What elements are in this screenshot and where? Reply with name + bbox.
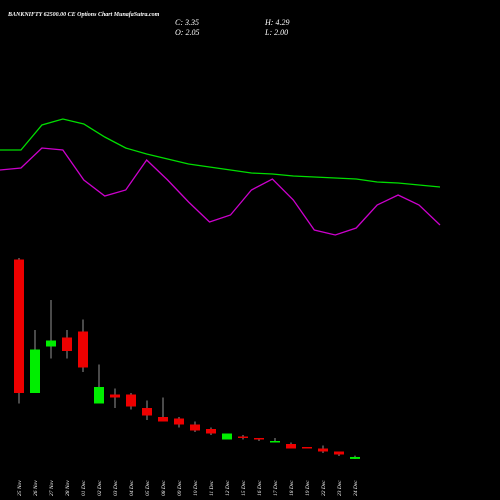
candle-body — [142, 408, 152, 416]
x-tick-label: 26 Nov — [33, 480, 39, 496]
x-tick-label: 25 Nov — [17, 480, 23, 496]
candle-body — [62, 337, 72, 351]
candle-body — [286, 444, 296, 449]
candle-body — [238, 436, 248, 438]
x-tick-label: 11 Dec — [209, 480, 215, 496]
x-tick-label: 08 Dec — [161, 480, 167, 496]
x-tick-label: 23 Dec — [337, 480, 343, 496]
x-tick-label: 17 Dec — [273, 480, 279, 496]
x-tick-label: 04 Dec — [128, 480, 135, 496]
x-tick-label: 12 Dec — [225, 480, 231, 496]
indicator-line — [0, 147, 441, 236]
candle-body — [350, 456, 360, 459]
candle-body — [254, 438, 264, 440]
candle-body — [222, 433, 232, 440]
x-tick-label: 01 Dec — [81, 480, 87, 496]
candle-body — [174, 418, 184, 425]
x-tick-label: 03 Dec — [113, 480, 119, 496]
candle-body — [94, 387, 104, 404]
chart-title: BANKNIFTY 62500.00 CE Options Chart Muna… — [7, 12, 160, 18]
indicator-line — [0, 118, 441, 188]
x-tick-label: 22 Dec — [321, 480, 327, 496]
candle-body — [190, 424, 200, 431]
candle-body — [334, 451, 344, 455]
candle-body — [206, 429, 216, 434]
close-label: C: 3.35 — [175, 18, 199, 27]
candle-body — [78, 331, 88, 368]
x-tick-label: 10 Dec — [193, 480, 199, 496]
x-tick-label: 24 Dec — [352, 480, 359, 496]
x-tick-label: 02 Dec — [97, 480, 103, 496]
candle-body — [110, 394, 120, 398]
candle-body — [14, 259, 24, 393]
candle-body — [126, 394, 136, 407]
candle-body — [270, 441, 280, 443]
x-tick-label: 16 Dec — [257, 480, 263, 496]
low-label: L: 2.00 — [264, 28, 288, 37]
x-tick-label: 09 Dec — [177, 480, 183, 496]
x-tick-label: 19 Dec — [305, 480, 311, 496]
x-tick-label: 15 Dec — [241, 480, 247, 496]
high-label: H: 4.29 — [264, 18, 289, 27]
x-tick-label: 27 Nov — [49, 480, 55, 496]
candle-body — [46, 340, 56, 347]
x-tick-label: 28 Nov — [65, 480, 71, 496]
x-tick-label: 18 Dec — [289, 480, 295, 496]
candle-body — [302, 447, 312, 449]
candle-body — [30, 349, 40, 393]
candle-body — [158, 417, 168, 422]
candle-body — [318, 448, 328, 452]
open-label: O: 2.05 — [175, 28, 199, 37]
x-tick-label: 05 Dec — [145, 480, 151, 496]
